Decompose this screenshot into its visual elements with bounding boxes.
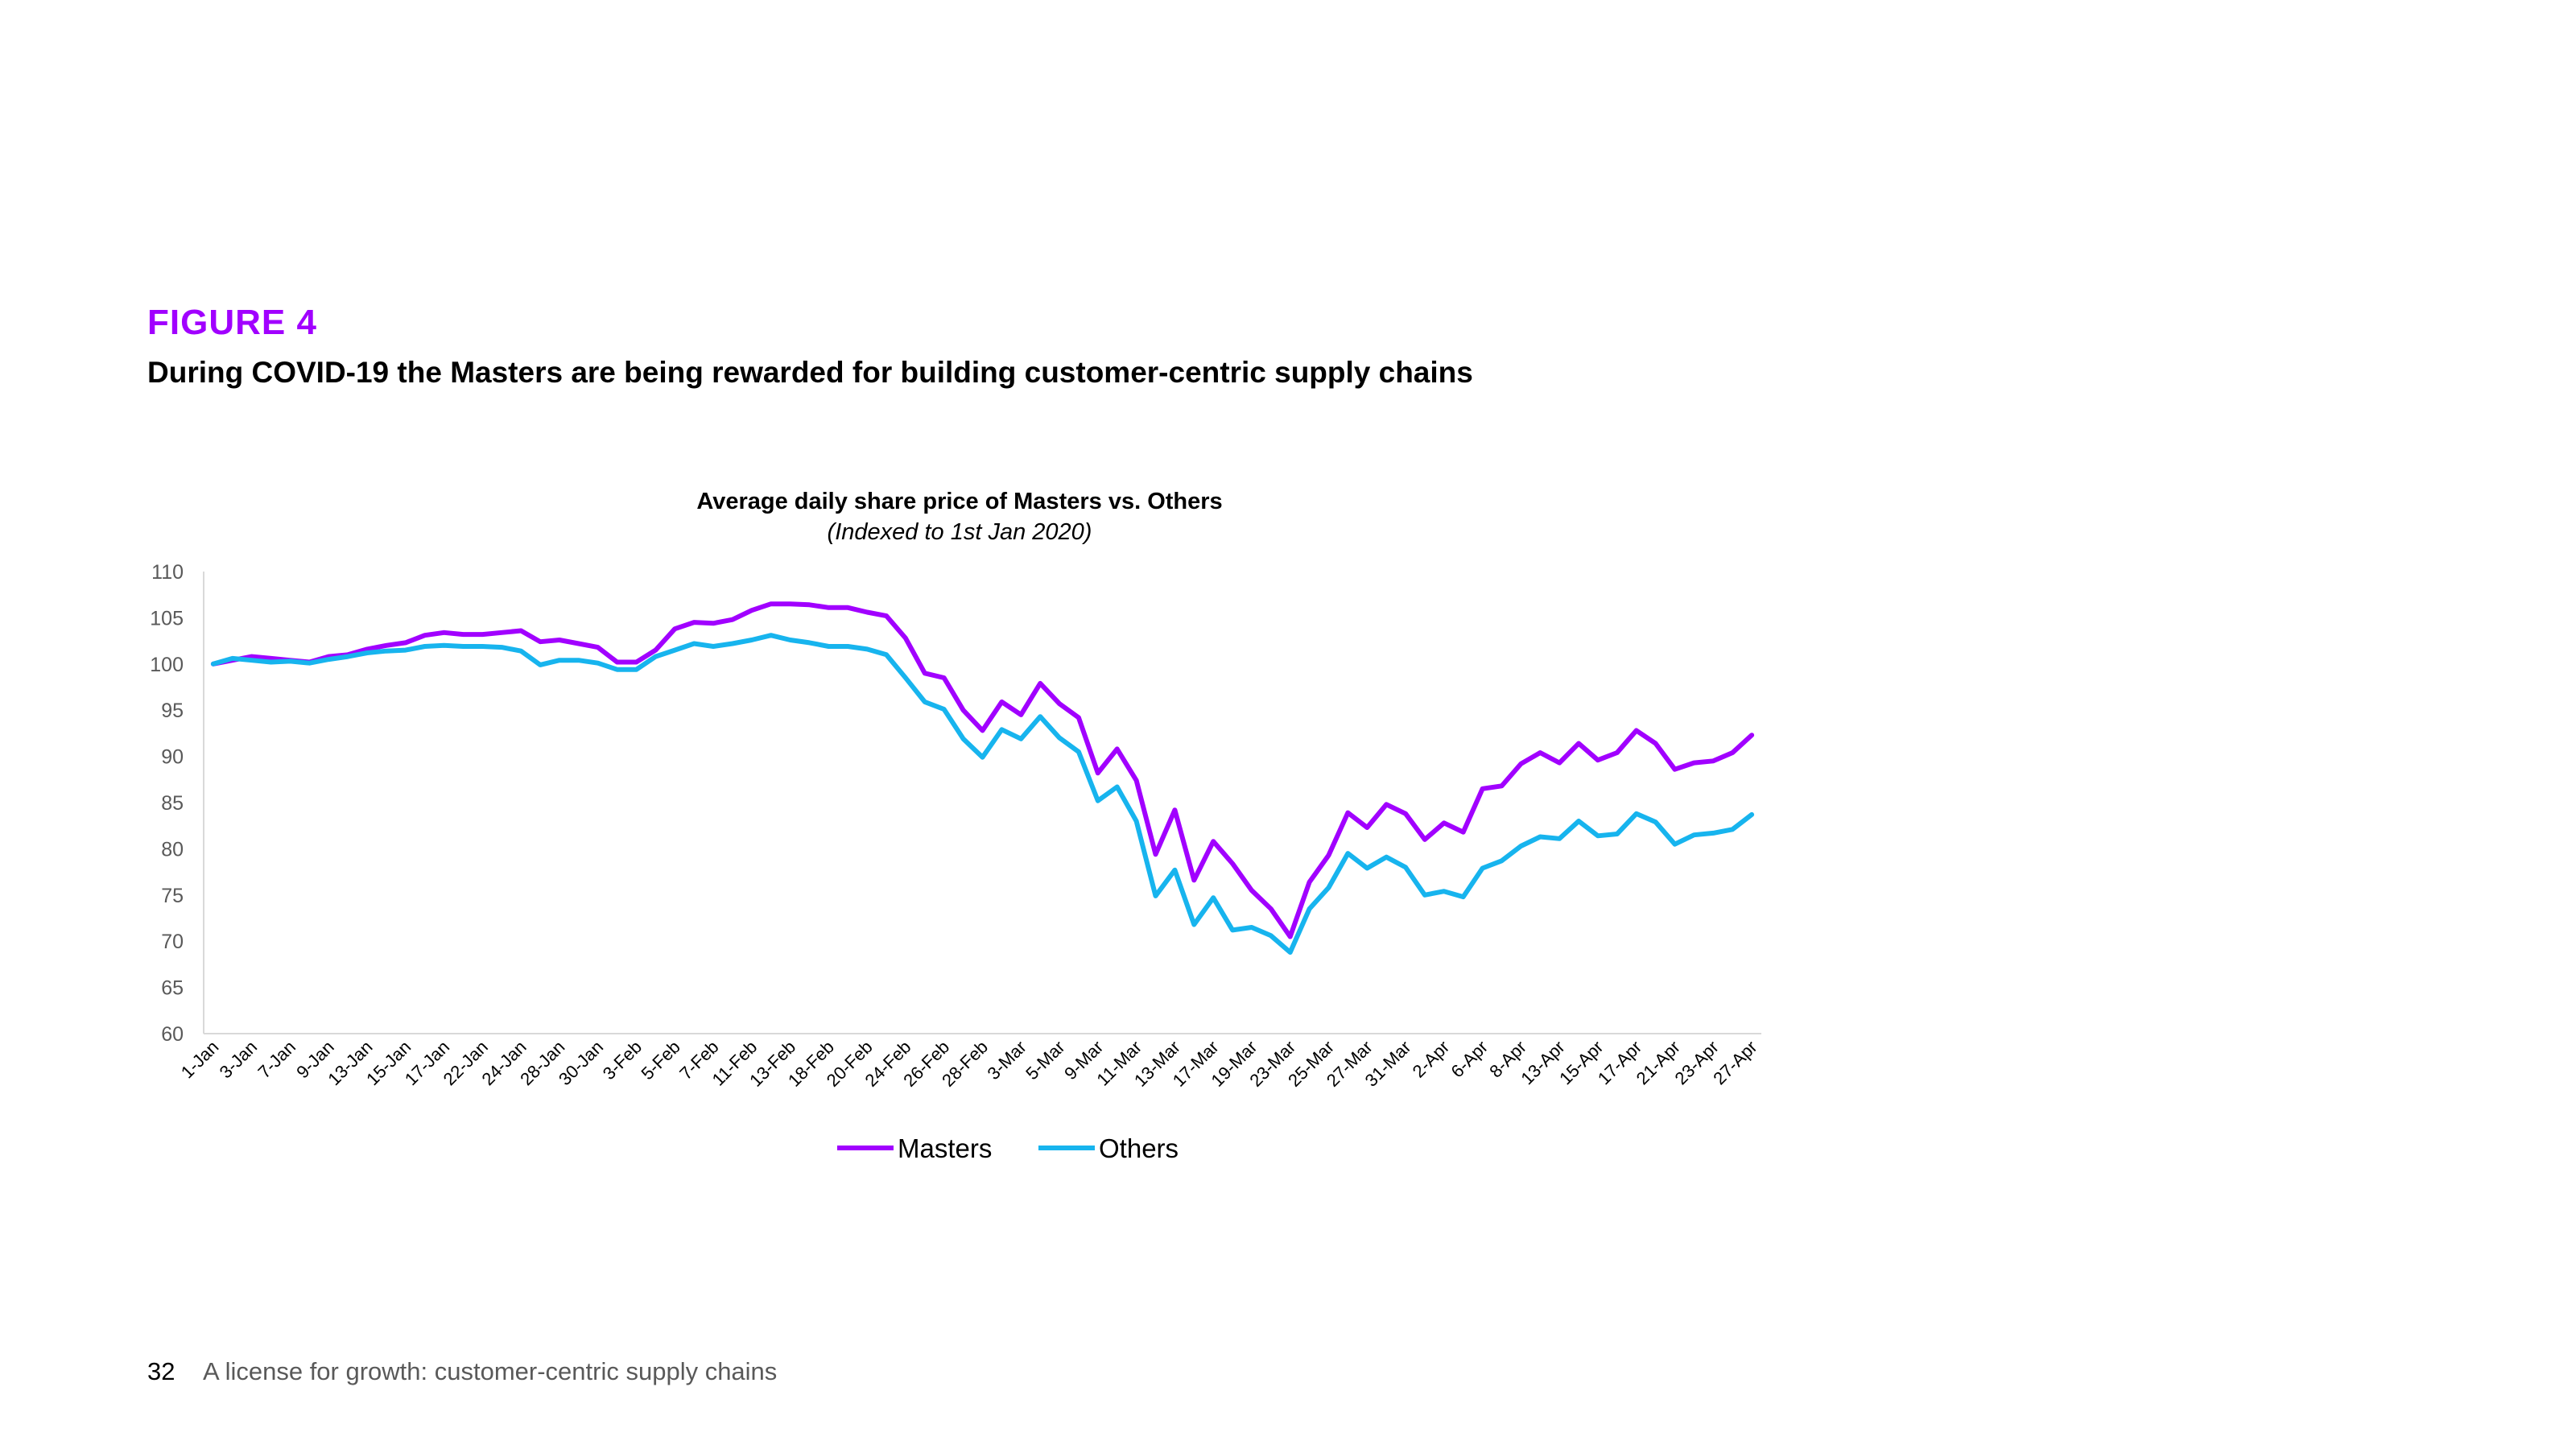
page-number: 32 [147, 1357, 175, 1385]
x-tick-label: 1-Jan [177, 1037, 223, 1083]
x-tick-label: 7-Jan [254, 1037, 299, 1083]
x-tick-label: 5-Feb [637, 1037, 683, 1084]
y-tick-label: 80 [161, 838, 184, 861]
legend-label-others: Others [1099, 1133, 1179, 1163]
x-tick-label: 27-Apr [1709, 1037, 1761, 1088]
x-tick-label: 6-Apr [1447, 1037, 1492, 1082]
y-tick-label: 90 [161, 746, 184, 769]
y-tick-label: 105 [150, 607, 184, 630]
y-tick-label: 60 [161, 1023, 184, 1046]
legend: Masters Others [837, 1133, 1179, 1163]
y-tick-label: 110 [151, 561, 184, 584]
x-tick-label: 30-Jan [555, 1037, 607, 1089]
series-lines [210, 601, 1755, 955]
footer-text: A license for growth: customer-centric s… [203, 1357, 778, 1385]
legend-label-masters: Masters [898, 1133, 992, 1163]
x-tick-label: 5-Mar [1022, 1037, 1068, 1084]
y-tick-label: 95 [161, 700, 184, 722]
series-line-masters [210, 601, 1755, 939]
y-tick-label: 70 [161, 931, 184, 953]
y-tick-label: 100 [150, 654, 184, 676]
y-tick-label: 65 [161, 977, 184, 1000]
chart-subtitle: (Indexed to 1st Jan 2020) [828, 519, 1092, 545]
x-tick-label: 3-Mar [984, 1037, 1030, 1084]
figure-label: FIGURE 4 [147, 303, 317, 342]
x-tick-label: 3-Feb [599, 1037, 646, 1084]
x-tick-label: 3-Jan [216, 1037, 262, 1083]
figure-title: During COVID-19 the Masters are being re… [147, 356, 1473, 389]
x-tick-label: 2-Apr [1409, 1037, 1454, 1082]
chart-title: Average daily share price of Masters vs.… [696, 489, 1222, 514]
y-tick-label: 85 [161, 792, 184, 815]
axes: 60 65 70 75 80 85 90 95 100 105 110 1-Jan3-Jan7-Jan… [150, 561, 1761, 1091]
y-tick-label: 75 [161, 885, 184, 907]
series-line-others [210, 633, 1755, 955]
